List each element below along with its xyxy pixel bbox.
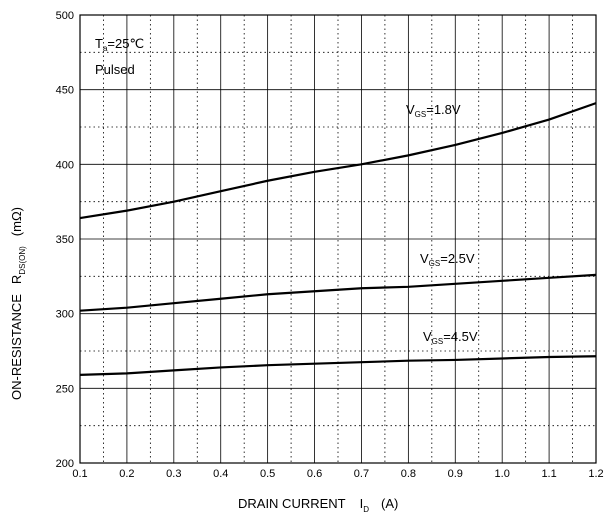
y-tick-label: 350: [56, 234, 74, 246]
x-tick-label: 0.8: [401, 468, 416, 480]
minor-grid: [80, 15, 596, 463]
pulsed-condition: Pulsed: [95, 62, 135, 77]
major-grid: [80, 15, 596, 463]
x-tick-label: 0.5: [260, 468, 275, 480]
series-labels: VGS=1.8V VGS=2.5V VGS=4.5V: [406, 102, 478, 346]
x-tick-label: 1.2: [588, 468, 603, 480]
x-axis-title: DRAIN CURRENT ID (A): [238, 496, 398, 514]
y-tick-label: 450: [56, 85, 74, 97]
series-line-3: [79, 355, 597, 376]
x-tick-label: 0.3: [166, 468, 181, 480]
test-conditions: Ta=25℃ Pulsed: [95, 36, 144, 77]
x-tick-label: 0.7: [354, 468, 369, 480]
series-line-1: [79, 102, 597, 220]
series-label-vgs-4-5: VGS=4.5V: [423, 329, 478, 346]
y-axis-title: ON-RESISTANCERDS(ON)(mΩ): [9, 207, 27, 400]
temperature-condition: Ta=25℃: [95, 36, 144, 53]
y-tick-label: 250: [56, 383, 74, 395]
x-tick-label: 0.9: [448, 468, 463, 480]
x-tick-label: 1.1: [541, 468, 556, 480]
plot-frame: [79, 14, 597, 464]
x-tick-label: 0.1: [72, 468, 87, 480]
y-tick-label: 500: [56, 10, 74, 22]
y-tick-label: 300: [56, 309, 74, 321]
y-tick-labels: 200 250 300 350 400 450 500: [56, 10, 74, 470]
series-label-vgs-1-8: VGS=1.8V: [406, 102, 461, 119]
x-tick-label: 0.2: [119, 468, 134, 480]
x-tick-label: 1.0: [495, 468, 510, 480]
series-line-2: [79, 273, 597, 312]
y-tick-label: 200: [56, 458, 74, 470]
x-tick-label: 0.4: [213, 468, 228, 480]
x-tick-label: 0.6: [307, 468, 322, 480]
y-tick-label: 400: [56, 159, 74, 171]
x-tick-labels: 0.1 0.2 0.3 0.4 0.5 0.6 0.7 0.8 0.9 1.0 1.1 1.2: [72, 468, 603, 480]
series-label-vgs-2-5: VGS=2.5V: [420, 251, 475, 268]
series-layer: [79, 102, 597, 376]
